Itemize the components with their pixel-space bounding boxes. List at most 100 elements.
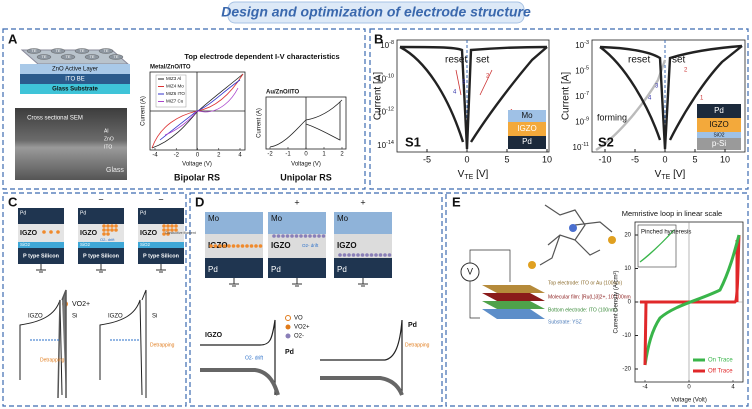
tick-exponent: -14 xyxy=(386,140,394,146)
stack-label: Top electrode: ITO or Au (100nm) xyxy=(548,280,622,286)
ion xyxy=(312,234,317,238)
plot-title: Metal/ZnO/ITO xyxy=(150,65,191,71)
stack-label: Molecular film: [Ru(L)3]2+, 10-100nm xyxy=(548,294,631,300)
legend-label: VO2+ xyxy=(72,301,90,308)
state-label: reset xyxy=(628,55,650,66)
x-tick-label: 1 xyxy=(322,152,326,158)
ground xyxy=(156,264,166,273)
panel-e-shape xyxy=(482,293,545,301)
drift-label: O2- drift xyxy=(245,355,264,361)
legend-label: Off Trace xyxy=(708,369,733,375)
ion xyxy=(383,253,387,257)
ion xyxy=(365,253,369,257)
stack-label: IGZO xyxy=(517,124,537,133)
y-tick-label: 0 xyxy=(628,300,632,306)
active-layer xyxy=(268,234,326,258)
panel-label: A xyxy=(8,31,18,46)
x-ticks: -4 -2 0 2 4 xyxy=(152,148,242,159)
vacancy xyxy=(166,232,170,236)
vacancy xyxy=(174,228,178,232)
ion xyxy=(321,234,326,238)
x-tick-label: 2 xyxy=(340,152,344,158)
legend-label: VO xyxy=(294,316,303,322)
process-label: Detrapping xyxy=(150,342,175,348)
x-tick-label: 2 xyxy=(217,153,221,159)
ion xyxy=(227,244,231,248)
electrode xyxy=(60,54,76,60)
layer-label: Pd xyxy=(337,265,347,274)
electrode-layer xyxy=(268,212,326,234)
layer-label: Mo xyxy=(337,214,349,223)
panel-b-shape xyxy=(595,59,667,152)
ion xyxy=(360,253,365,257)
y-tick-label: 10-10 xyxy=(377,74,394,84)
oxide-layer xyxy=(78,242,124,248)
tick-base: 10 xyxy=(575,41,584,50)
panel-e-shape xyxy=(469,249,511,319)
bias: + xyxy=(294,197,299,207)
molecule-shape xyxy=(608,236,616,244)
ion xyxy=(213,244,218,248)
sample-name: S2 xyxy=(598,134,614,149)
panel-d: D Mo IGZO Pd Mo IGZO Pd + Mo IGZO Pd + O2- drift VO… xyxy=(195,194,430,396)
electrode xyxy=(74,48,90,54)
plot-title: Au/ZnO/ITO xyxy=(266,90,300,96)
vacancy xyxy=(106,224,110,228)
layer-label: ZnO Active Layer xyxy=(52,67,98,73)
stack-label: Pd xyxy=(714,106,724,115)
electrode-layer xyxy=(205,212,263,234)
inset-label: Pinched hysteresis xyxy=(641,230,691,236)
legend: MIZ3 Al MIZ4 Mo MIZ6 ITO MIZ7 Cu xyxy=(158,76,185,104)
x-tick-label: 4 xyxy=(238,153,242,159)
layer-label: Mo xyxy=(208,214,220,223)
electrode xyxy=(36,54,52,60)
vacancy xyxy=(110,224,114,228)
panel-c-shape xyxy=(99,289,147,398)
devices: Mo IGZO Pd Mo IGZO Pd + Mo IGZO Pd + O2- drift xyxy=(205,197,392,287)
legend-label: MIZ3 Al xyxy=(166,76,181,81)
ion xyxy=(245,244,249,248)
axis-label: VTE [V] xyxy=(655,169,686,181)
x-tick-label: 4 xyxy=(731,385,735,391)
panel-d-shape xyxy=(285,333,291,339)
ion xyxy=(272,234,276,238)
electrode-layer xyxy=(334,258,392,278)
panel-b-shape xyxy=(399,45,548,143)
vacancy xyxy=(166,228,170,232)
vacancy xyxy=(56,230,60,234)
ion xyxy=(374,253,378,257)
axis-label: VTE [V] xyxy=(458,169,489,181)
x-tick-label: -5 xyxy=(423,154,431,164)
layer-label: Pd xyxy=(271,265,281,274)
stack-label: p-Si xyxy=(712,139,726,148)
x-ticks: -4 0 4 xyxy=(642,380,735,391)
x-tick-label: 5 xyxy=(692,154,697,164)
legend-label: MIZ6 ITO xyxy=(166,91,185,96)
axis-label: Current [A] xyxy=(373,72,384,121)
layer-label: Pd xyxy=(140,210,146,216)
stack-label: Bottom electrode: ITO (100nm) xyxy=(548,307,617,313)
y-tick-label: 20 xyxy=(624,233,631,239)
ion xyxy=(254,244,258,248)
ion xyxy=(317,234,321,238)
state-label: reset xyxy=(445,55,467,66)
legend-label: On Trace xyxy=(708,358,733,364)
x-tick-label: 5 xyxy=(504,154,509,164)
x-tick-label: 0 xyxy=(304,152,308,158)
vacancy xyxy=(162,224,166,228)
vacancy xyxy=(170,224,174,228)
panel-label: E xyxy=(452,194,461,209)
x-tick-label: -5 xyxy=(631,154,639,164)
vacancy xyxy=(114,228,118,232)
ion xyxy=(299,234,303,238)
panel-label: D xyxy=(195,194,204,209)
panel-label: C xyxy=(8,194,18,209)
x-tick-label: -2 xyxy=(174,153,180,159)
sem-layer: ZnO xyxy=(104,136,114,142)
panel-frames-shape xyxy=(445,192,749,407)
panel-a-shape xyxy=(20,84,130,94)
electrode xyxy=(26,48,42,54)
ion xyxy=(303,234,308,238)
